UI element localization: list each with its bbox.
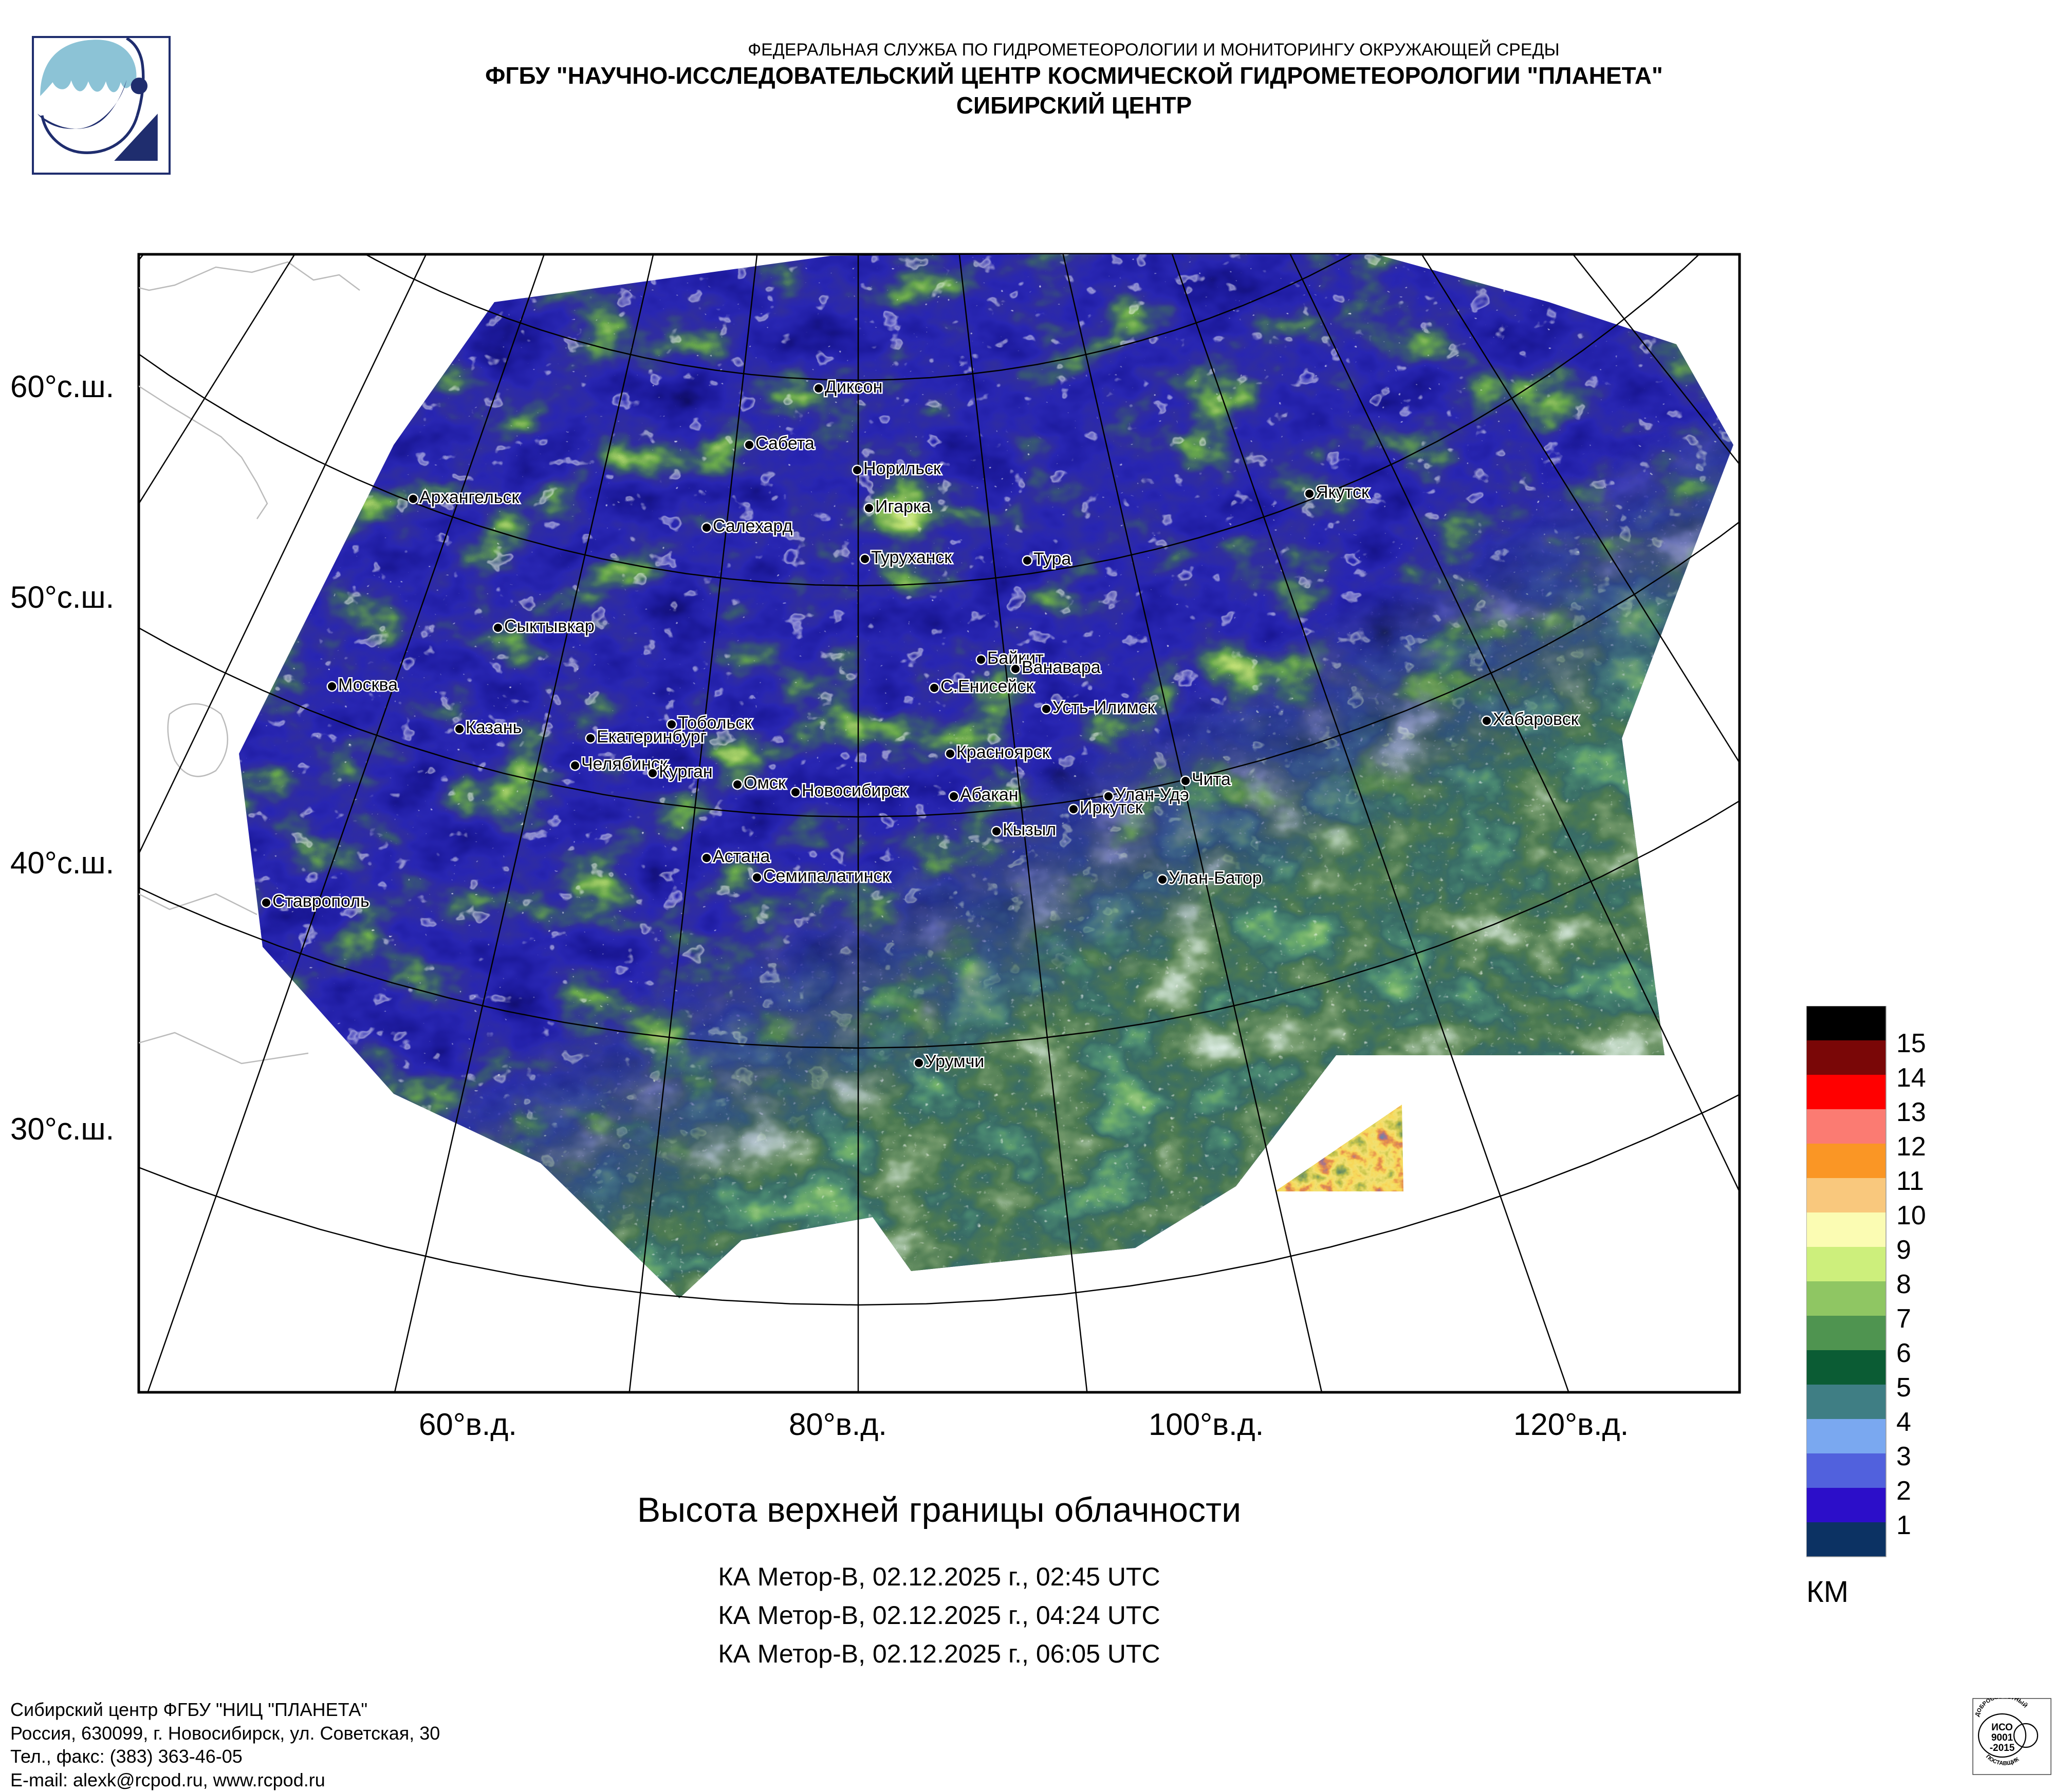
svg-text:Омск: Омск [744, 773, 786, 793]
svg-text:Урумчи: Урумчи [925, 1052, 984, 1071]
svg-text:Кызыл: Кызыл [1003, 820, 1056, 839]
svg-text:Норильск: Норильск [863, 459, 941, 478]
svg-text:Москва: Москва [338, 675, 398, 695]
svg-text:Усть-Илимск: Усть-Илимск [1052, 698, 1156, 717]
svg-text:Архангельск: Архангельск [419, 488, 520, 507]
svg-text:3: 3 [1896, 1442, 1911, 1471]
svg-text:Екатеринбург: Екатеринбург [597, 727, 707, 746]
svg-text:ПОСТАВЩИК: ПОСТАВЩИК [1985, 1753, 2021, 1766]
svg-text:Туруханск: Туруханск [871, 548, 952, 567]
svg-text:Якутск: Якутск [1316, 482, 1370, 502]
svg-text:1: 1 [1896, 1510, 1911, 1540]
svg-text:10: 10 [1896, 1201, 1926, 1230]
svg-text:Сыктывкар: Сыктывкар [504, 617, 595, 636]
svg-text:14: 14 [1896, 1063, 1926, 1093]
svg-text:Игарка: Игарка [875, 497, 931, 516]
svg-text:6: 6 [1896, 1338, 1911, 1368]
svg-text:Улан-Батор: Улан-Батор [1169, 868, 1262, 888]
svg-text:5: 5 [1896, 1373, 1911, 1403]
svg-text:Астана: Астана [713, 847, 770, 866]
svg-text:Красноярск: Красноярск [956, 742, 1050, 762]
svg-text:КМ: КМ [1806, 1575, 1848, 1609]
svg-text:2: 2 [1896, 1476, 1911, 1506]
svg-text:9001: 9001 [1991, 1732, 2013, 1743]
svg-text:Иркутск: Иркутск [1080, 798, 1143, 817]
svg-text:Тура: Тура [1033, 549, 1071, 569]
svg-text:ИСО: ИСО [1991, 1722, 2013, 1733]
svg-text:7: 7 [1896, 1304, 1911, 1334]
svg-text:Чита: Чита [1192, 770, 1231, 789]
svg-text:Новосибирск: Новосибирск [802, 781, 908, 800]
svg-text:Абакан: Абакан [960, 785, 1019, 805]
svg-text:Ванавара: Ванавара [1022, 658, 1101, 677]
svg-text:Ставрополь: Ставрополь [272, 891, 369, 911]
svg-text:Казань: Казань [466, 718, 522, 737]
svg-text:11: 11 [1896, 1166, 1924, 1196]
svg-text:8: 8 [1896, 1270, 1911, 1299]
svg-text:Сабета: Сабета [755, 434, 815, 453]
svg-text:4: 4 [1896, 1407, 1911, 1437]
svg-text:12: 12 [1896, 1132, 1926, 1162]
svg-text:9: 9 [1896, 1235, 1911, 1265]
svg-text:Хабаровск: Хабаровск [1493, 710, 1579, 729]
svg-text:15: 15 [1896, 1029, 1926, 1058]
svg-text:13: 13 [1896, 1097, 1926, 1127]
svg-text:-2015: -2015 [1990, 1743, 2015, 1753]
svg-text:Салехард: Салехард [713, 516, 793, 536]
svg-text:С.Енисейск: С.Енисейск [940, 677, 1034, 696]
svg-text:Семипалатинск: Семипалатинск [763, 866, 890, 886]
svg-text:Курган: Курган [659, 762, 713, 781]
svg-text:Диксон: Диксон [825, 377, 882, 397]
